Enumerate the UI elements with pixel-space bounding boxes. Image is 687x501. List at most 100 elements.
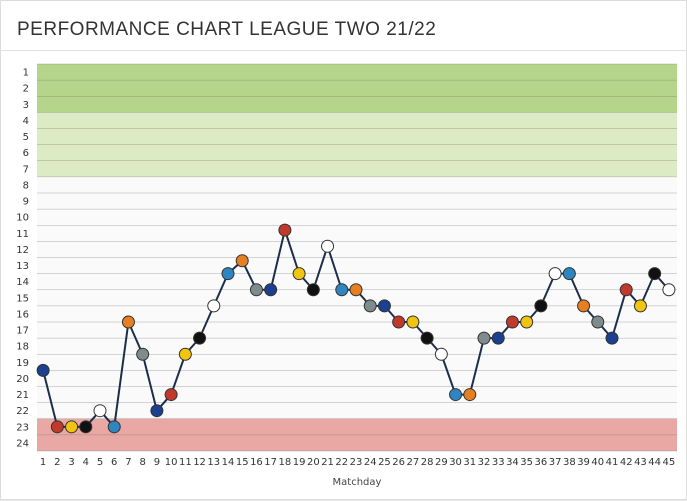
x-tick-39: 39 [577, 457, 590, 468]
x-tick-5: 5 [97, 457, 103, 468]
data-point-29 [434, 347, 448, 361]
y-tick-1: 1 [23, 68, 29, 79]
x-tick-20: 20 [307, 457, 320, 468]
data-point-35 [520, 315, 534, 329]
y-tick-21: 21 [16, 390, 29, 401]
data-point-22 [335, 283, 349, 297]
x-tick-2: 2 [54, 457, 60, 468]
data-point-31 [463, 388, 477, 402]
y-tick-3: 3 [23, 100, 29, 111]
y-tick-17: 17 [16, 326, 29, 337]
data-point-5 [93, 404, 107, 418]
data-point-32 [477, 331, 491, 345]
data-point-43 [633, 299, 647, 313]
data-point-36 [534, 299, 548, 313]
data-point-6 [107, 420, 121, 434]
y-tick-18: 18 [16, 342, 29, 353]
y-tick-7: 7 [23, 164, 29, 175]
y-tick-15: 15 [16, 293, 29, 304]
data-point-10 [164, 388, 178, 402]
data-point-44 [648, 267, 662, 281]
x-tick-41: 41 [606, 457, 619, 468]
x-tick-4: 4 [83, 457, 89, 468]
x-tick-14: 14 [222, 457, 235, 468]
x-tick-1: 1 [40, 457, 46, 468]
data-point-38 [562, 267, 576, 281]
y-tick-5: 5 [23, 132, 29, 143]
y-tick-13: 13 [16, 261, 29, 272]
x-tick-7: 7 [125, 457, 131, 468]
x-tick-44: 44 [648, 457, 661, 468]
data-point-25 [377, 299, 391, 313]
x-tick-42: 42 [620, 457, 633, 468]
y-tick-8: 8 [23, 180, 29, 191]
data-point-23 [349, 283, 363, 297]
data-point-12 [193, 331, 207, 345]
x-tick-3: 3 [68, 457, 74, 468]
data-point-19 [292, 267, 306, 281]
x-tick-25: 25 [378, 457, 391, 468]
data-point-18 [278, 223, 292, 237]
data-point-1 [36, 363, 50, 377]
x-tick-35: 35 [520, 457, 533, 468]
x-tick-45: 45 [663, 457, 676, 468]
x-tick-22: 22 [335, 457, 348, 468]
data-point-37 [548, 267, 562, 281]
data-point-2 [50, 420, 64, 434]
x-tick-18: 18 [279, 457, 292, 468]
y-tick-6: 6 [23, 148, 29, 159]
x-tick-37: 37 [549, 457, 562, 468]
data-point-9 [150, 404, 164, 418]
y-tick-20: 20 [16, 374, 29, 385]
data-point-4 [79, 420, 93, 434]
x-tick-11: 11 [179, 457, 192, 468]
data-point-39 [577, 299, 591, 313]
x-tick-24: 24 [364, 457, 377, 468]
chart-title: PERFORMANCE CHART LEAGUE TWO 21/22 [17, 19, 437, 40]
x-tick-27: 27 [407, 457, 420, 468]
x-axis-label: Matchday [333, 477, 382, 488]
x-tick-36: 36 [535, 457, 548, 468]
data-point-21 [321, 239, 335, 253]
y-tick-22: 22 [16, 406, 29, 417]
y-tick-12: 12 [16, 245, 29, 256]
x-tick-34: 34 [506, 457, 519, 468]
data-point-8 [136, 347, 150, 361]
y-tick-11: 11 [16, 229, 29, 240]
data-point-45 [662, 283, 676, 297]
title-divider [1, 50, 686, 51]
x-tick-28: 28 [421, 457, 434, 468]
y-tick-19: 19 [16, 358, 29, 369]
data-point-3 [65, 420, 79, 434]
x-tick-16: 16 [250, 457, 263, 468]
data-point-17 [264, 283, 278, 297]
data-point-28 [420, 331, 434, 345]
data-point-24 [363, 299, 377, 313]
data-point-42 [619, 283, 633, 297]
data-point-13 [207, 299, 221, 313]
x-tick-32: 32 [478, 457, 491, 468]
y-tick-10: 10 [16, 213, 29, 224]
x-tick-30: 30 [449, 457, 462, 468]
x-tick-31: 31 [463, 457, 476, 468]
x-tick-12: 12 [193, 457, 206, 468]
x-tick-15: 15 [236, 457, 249, 468]
x-tick-17: 17 [264, 457, 277, 468]
x-tick-8: 8 [139, 457, 145, 468]
data-point-30 [449, 388, 463, 402]
band-0 [37, 64, 677, 113]
y-tick-24: 24 [16, 438, 29, 449]
y-tick-23: 23 [16, 422, 29, 433]
data-point-15 [235, 254, 249, 268]
data-point-11 [178, 347, 192, 361]
data-point-33 [491, 331, 505, 345]
y-tick-4: 4 [23, 116, 29, 127]
x-tick-40: 40 [591, 457, 604, 468]
data-point-27 [406, 315, 420, 329]
x-tick-19: 19 [293, 457, 306, 468]
x-tick-9: 9 [154, 457, 160, 468]
y-tick-9: 9 [23, 197, 29, 208]
data-point-26 [392, 315, 406, 329]
x-tick-29: 29 [435, 457, 448, 468]
y-tick-2: 2 [23, 84, 29, 95]
